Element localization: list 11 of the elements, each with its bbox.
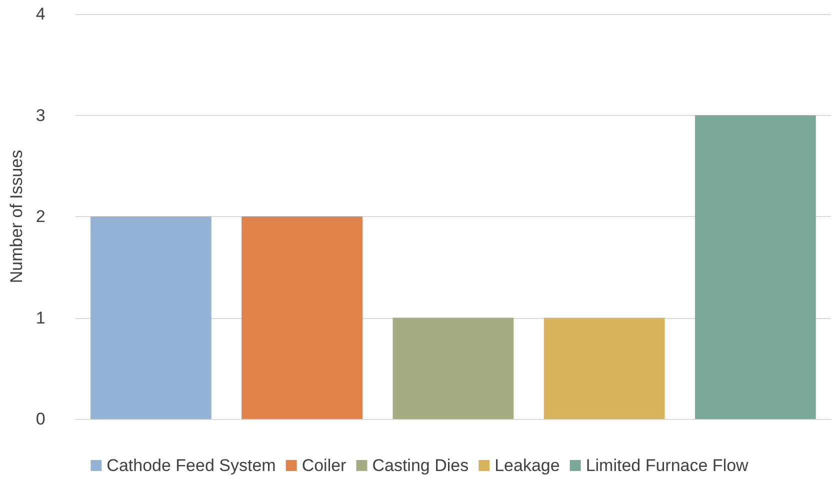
legend-label: Limited Furnace Flow xyxy=(586,456,750,475)
y-tick-label: 3 xyxy=(36,106,46,125)
legend-label: Casting Dies xyxy=(372,456,469,475)
legend-label: Coiler xyxy=(302,456,347,475)
legend-label: Cathode Feed System xyxy=(106,456,276,475)
y-axis-title: Number of Issues xyxy=(7,150,26,284)
y-tick-label: 1 xyxy=(36,308,46,328)
y-tick-label: 4 xyxy=(36,4,46,24)
y-tick-label: 0 xyxy=(36,410,46,428)
legend-label: Leakage xyxy=(494,456,560,475)
y-tick-label: 2 xyxy=(36,207,46,226)
